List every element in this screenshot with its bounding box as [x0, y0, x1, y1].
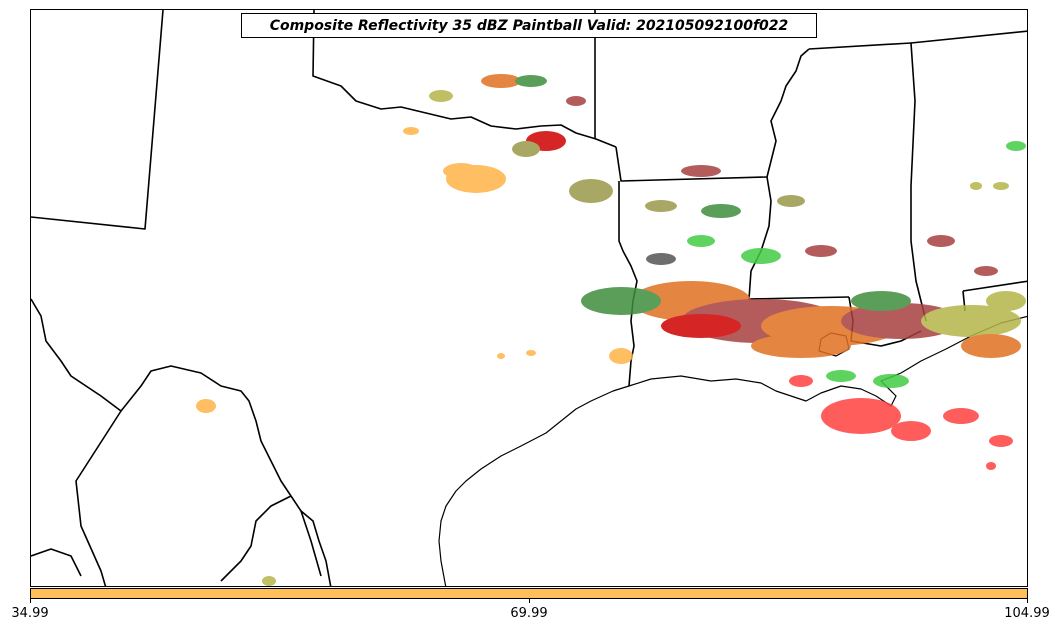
map-title-box: Composite Reflectivity 35 dBZ Paintball … [241, 13, 817, 38]
colorbar [30, 588, 1028, 599]
map-title: Composite Reflectivity 35 dBZ Paintball … [269, 17, 789, 34]
map-panel[interactable] [30, 9, 1028, 587]
colorbar-label-mid: 69.99 [510, 606, 548, 621]
colorbar-tick-mid [529, 599, 530, 603]
map-canvas [31, 10, 1027, 586]
colorbar-label-max: 104.99 [1004, 606, 1050, 621]
reflectivity-paintballs [196, 74, 1026, 586]
colorbar-label-min: 34.99 [11, 606, 49, 621]
colorbar-tick-min [30, 599, 31, 603]
coastline [438, 315, 1027, 586]
colorbar-tick-max [1027, 599, 1028, 603]
